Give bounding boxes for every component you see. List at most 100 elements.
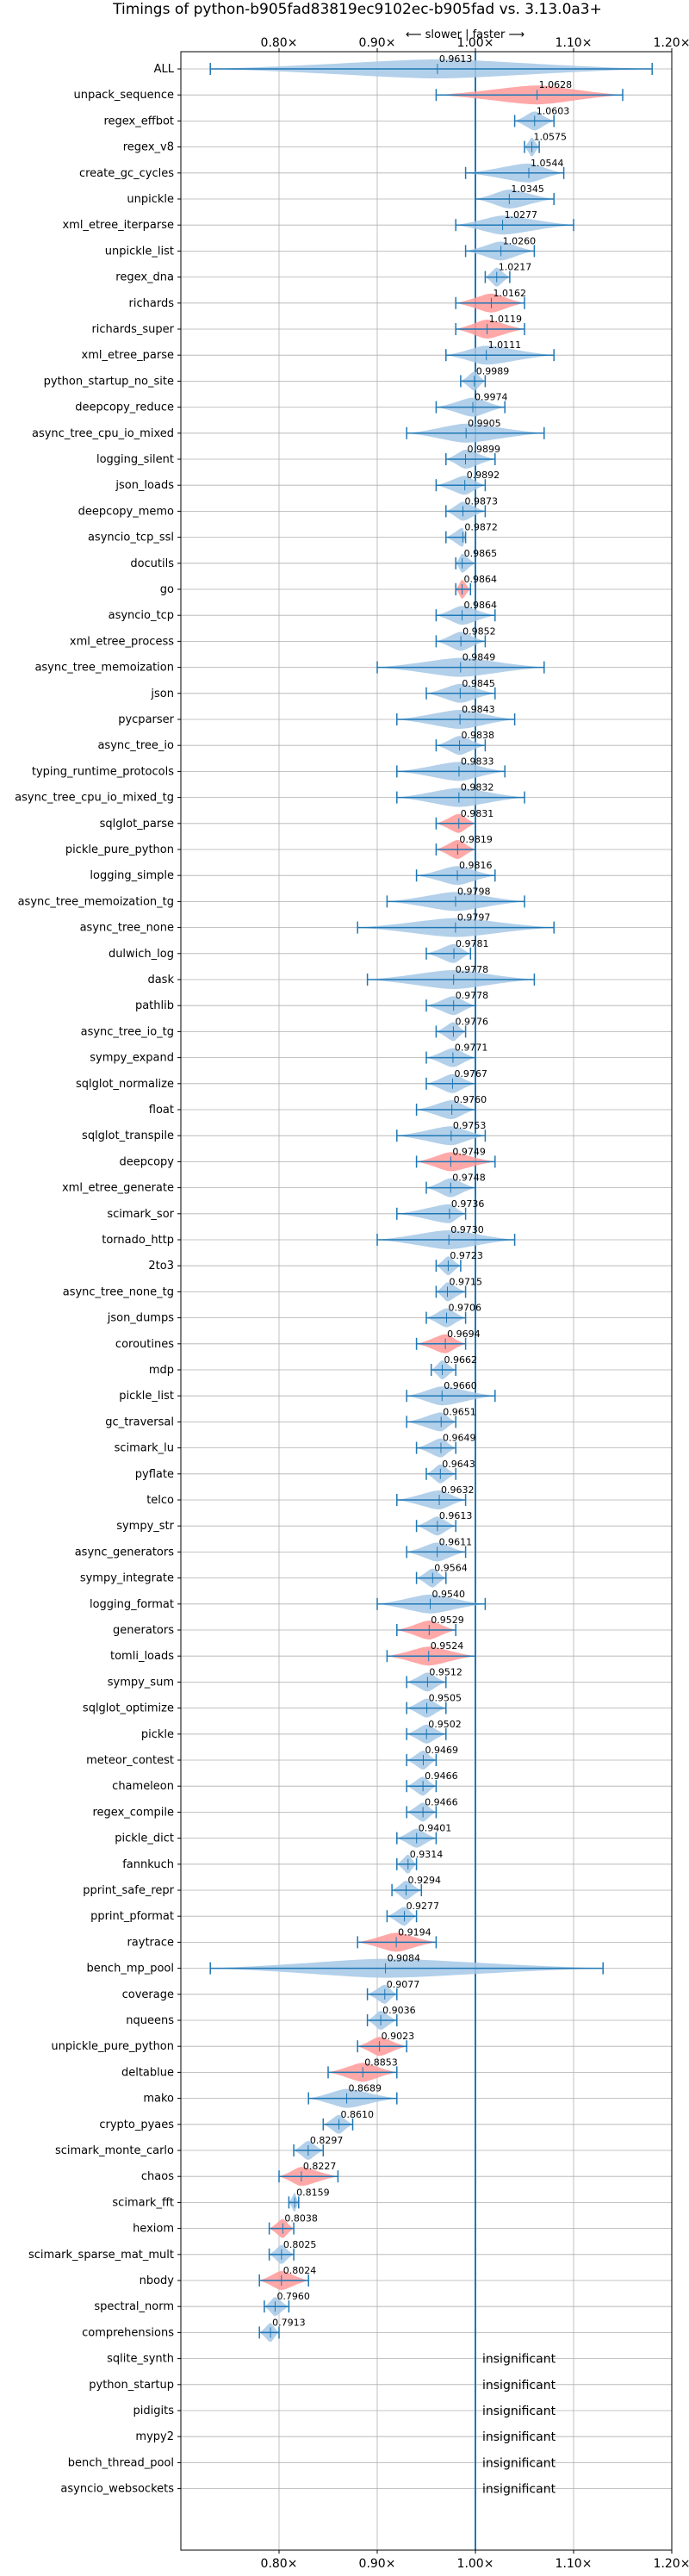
category-label: richards_super — [91, 323, 174, 336]
value-label: 1.0603 — [537, 105, 570, 116]
value-label: 0.9632 — [441, 1484, 475, 1496]
category-label: deepcopy_reduce — [75, 401, 174, 414]
value-label: 0.9651 — [443, 1406, 476, 1417]
value-label: 0.9843 — [462, 704, 495, 715]
category-label: regex_effbot — [103, 115, 174, 128]
category-label: chaos — [141, 2170, 174, 2183]
value-label: 0.9864 — [463, 574, 497, 585]
category-label: richards — [129, 297, 175, 310]
category-label: nqueens — [126, 2014, 174, 2027]
value-label: 0.9660 — [444, 1380, 477, 1391]
category-label: regex_v8 — [123, 141, 174, 154]
category-label: pickle_pure_python — [65, 843, 174, 856]
value-label: 0.9023 — [382, 2031, 415, 2042]
category-label: telco — [146, 1494, 174, 1507]
value-label: 0.9767 — [454, 1068, 487, 1080]
value-label: 1.0111 — [488, 339, 522, 351]
category-label: scimark_fft — [112, 2196, 174, 2209]
category-label: sqlglot_transpile — [82, 1129, 174, 1142]
value-label: 0.8227 — [303, 2161, 337, 2172]
insignificant-label: insignificant — [482, 2405, 556, 2418]
value-label: 0.9077 — [387, 1979, 420, 1990]
category-label: logging_format — [90, 1598, 174, 1611]
value-label: 0.9838 — [462, 730, 495, 741]
category-label: async_tree_cpu_io_mixed_tg — [15, 792, 174, 805]
category-label: xml_etree_generate — [62, 1182, 174, 1195]
category-label: tornado_http — [102, 1234, 174, 1247]
value-label: 0.9974 — [475, 392, 508, 403]
value-label: 0.8853 — [364, 2056, 398, 2068]
category-label: async_tree_io_tg — [81, 1025, 174, 1038]
category-label: bench_thread_pool — [68, 2456, 174, 2469]
value-label: 0.9502 — [428, 1719, 462, 1730]
value-label: 0.9872 — [464, 522, 498, 533]
category-label: xml_etree_process — [70, 635, 174, 648]
category-label: spectral_norm — [94, 2300, 174, 2313]
value-label: 0.9277 — [407, 1901, 440, 1912]
value-label: 0.9819 — [459, 834, 493, 845]
value-label: 0.9613 — [439, 53, 472, 65]
value-label: 1.0217 — [499, 262, 532, 273]
value-label: 0.9831 — [461, 808, 494, 819]
value-label: 0.9816 — [459, 860, 493, 871]
value-label: 1.0260 — [503, 235, 537, 246]
category-label: meteor_contest — [86, 1754, 174, 1767]
category-label: comprehensions — [82, 2326, 174, 2339]
category-label: asyncio_websockets — [60, 2483, 174, 2496]
value-label: 0.8024 — [283, 2265, 317, 2276]
x-tick-label-bottom: 1.20× — [654, 2557, 689, 2571]
value-label: 0.9849 — [462, 652, 496, 663]
value-label: 0.9852 — [462, 625, 496, 637]
value-label: 0.9736 — [451, 1198, 485, 1210]
x-tick-label-bottom: 1.10× — [556, 2557, 593, 2571]
value-label: 0.9469 — [425, 1745, 458, 1756]
category-label: asyncio_tcp — [109, 609, 174, 622]
value-label: 0.9730 — [450, 1224, 484, 1235]
value-label: 0.9466 — [425, 1796, 458, 1808]
insignificant-label: insignificant — [482, 2430, 556, 2444]
value-label: 0.9873 — [465, 495, 499, 507]
category-label: unpickle_list — [105, 245, 174, 258]
category-label: float — [149, 1104, 174, 1117]
value-label: 0.9892 — [467, 470, 500, 481]
category-label: crypto_pyaes — [99, 2119, 174, 2131]
value-label: 0.7913 — [272, 2317, 306, 2328]
value-label: 0.9611 — [439, 1536, 473, 1547]
category-label: pidigits — [133, 2405, 175, 2417]
category-label: sympy_expand — [90, 1052, 174, 1065]
value-label: 0.9564 — [434, 1563, 468, 1574]
value-label: 0.9524 — [431, 1640, 463, 1652]
category-label: deltablue — [121, 2066, 174, 2079]
category-label: sqlite_synth — [107, 2353, 174, 2366]
category-label: pickle — [141, 1728, 174, 1741]
category-label: regex_dna — [115, 271, 174, 284]
category-label: mako — [143, 2093, 174, 2106]
category-label: dulwich_log — [109, 948, 174, 961]
value-label: 0.9512 — [429, 1666, 462, 1677]
grid: 0.80× 0.80× 0.90× 0.90× 1.00× 1.00× 1.10× 1.10×… — [15, 36, 689, 2571]
value-label: 0.9723 — [450, 1250, 483, 1261]
category-label: unpack_sequence — [73, 89, 174, 102]
category-label: pyflate — [135, 1468, 174, 1481]
insignificant-label: insignificant — [482, 2379, 556, 2392]
value-label: 0.9194 — [398, 1926, 431, 1938]
x-tick-label-bottom: 0.90× — [359, 2557, 396, 2571]
value-label: 0.9753 — [453, 1120, 487, 1131]
value-label: 0.9694 — [447, 1328, 481, 1340]
value-label: 0.9760 — [454, 1094, 487, 1105]
value-label: 0.9797 — [457, 912, 491, 924]
x-tick-label-bottom: 0.80× — [261, 2557, 298, 2571]
category-label: mypy2 — [135, 2430, 174, 2443]
category-label: typing_runtime_protocols — [32, 765, 174, 778]
category-label: json_dumps — [107, 1312, 174, 1325]
value-label: 0.9833 — [461, 756, 494, 767]
value-label: 0.8159 — [296, 2187, 330, 2198]
category-label: chameleon — [112, 1780, 174, 1793]
category-label: bench_mp_pool — [86, 1963, 174, 1976]
x-tick-label-top: 1.00× — [457, 36, 494, 50]
value-label: 0.9529 — [431, 1615, 464, 1626]
category-label: ALL — [154, 63, 175, 76]
category-label: python_startup — [89, 2379, 174, 2392]
category-label: gc_traversal — [105, 1416, 174, 1428]
